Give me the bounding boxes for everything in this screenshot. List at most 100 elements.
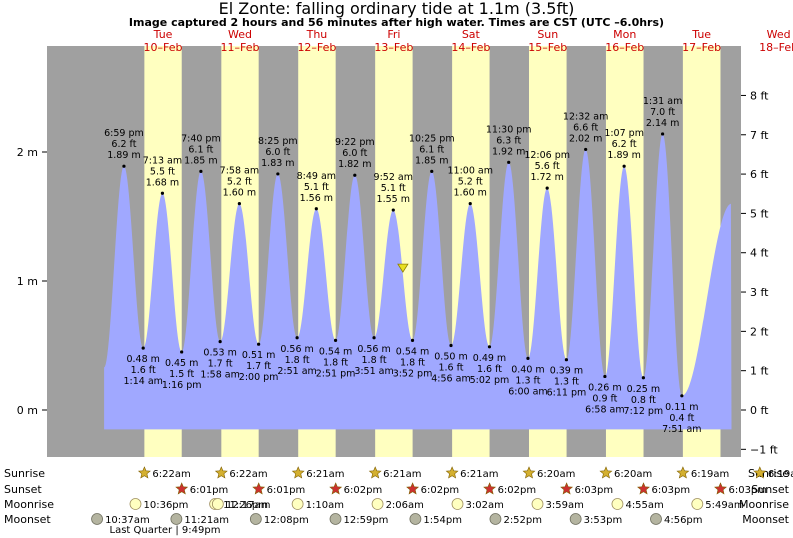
tide-extreme-point	[141, 346, 145, 350]
sunset-time: 6:02pm	[498, 485, 537, 496]
footer-row-label-left: Moonset	[4, 513, 51, 526]
low-tide-time: 4:56 am	[431, 374, 470, 385]
day-header-weekday: Sun	[537, 28, 558, 41]
sunrise-star-icon	[676, 466, 690, 479]
sunrise-star-icon	[753, 466, 767, 479]
low-tide-time: 1:16 pm	[162, 380, 202, 391]
tide-extreme-point	[122, 164, 126, 168]
moonrise-icon	[531, 498, 544, 510]
right-axis-label: 5 ft	[750, 207, 769, 220]
tide-extreme-point	[218, 340, 222, 344]
sunrise-star-icon	[368, 466, 382, 479]
tide-extreme-point	[237, 202, 241, 206]
sunrise-time: 6:19am	[768, 469, 793, 480]
right-axis-label: 1 ft	[750, 365, 769, 378]
day-header-weekday: Tue	[153, 28, 173, 41]
high-tide-time: 9:22 pm	[335, 137, 375, 148]
sunrise-time: 6:19am	[691, 469, 729, 480]
high-tide-time: 9:52 am	[374, 172, 413, 183]
footer-row-label-right: Sunset	[751, 483, 789, 496]
high-tide-feet: 6.1 ft	[419, 144, 444, 155]
low-tide-feet: 1.6 ft	[477, 364, 502, 375]
day-header-date: 16–Feb	[605, 41, 644, 54]
high-tide-time: 8:49 am	[297, 171, 336, 182]
sunset-time: 6:01pm	[267, 485, 306, 496]
low-tide-feet: 1.7 ft	[208, 359, 233, 370]
day-header-date: 14–Feb	[451, 41, 490, 54]
high-tide-feet: 7.0 ft	[650, 107, 675, 118]
high-tide-time: 1:31 am	[643, 96, 682, 107]
tide-extreme-point	[430, 169, 434, 173]
high-tide-meters: 1.85 m	[415, 155, 448, 166]
sunset-time: 6:03pm	[728, 485, 767, 496]
sunset-star-icon	[175, 482, 189, 495]
tide-extreme-point	[391, 208, 395, 212]
sunrise-star-icon	[291, 466, 305, 479]
high-tide-meters: 1.72 m	[530, 172, 563, 183]
sunrise-star-icon	[137, 466, 151, 479]
low-tide-meters: 0.25 m	[627, 384, 660, 395]
moonset-time: 12:08pm	[264, 515, 309, 526]
low-tide-feet: 1.6 ft	[438, 363, 463, 374]
day-header-weekday: Wed	[767, 28, 791, 41]
low-tide-time: 6:58 am	[585, 404, 624, 415]
low-tide-meters: 0.50 m	[434, 352, 467, 363]
high-tide-feet: 6.1 ft	[188, 144, 213, 155]
tide-extreme-point	[507, 160, 511, 164]
current-level-marker	[397, 263, 409, 273]
low-tide-meters: 0.56 m	[280, 344, 313, 355]
high-tide-meters: 1.82 m	[338, 159, 371, 170]
tide-extreme-point	[199, 169, 203, 173]
moonset-icon	[249, 513, 262, 525]
high-tide-feet: 5.1 ft	[304, 182, 329, 193]
chart-title: El Zonte: falling ordinary tide at 1.1m …	[218, 0, 575, 18]
low-tide-feet: 1.3 ft	[554, 377, 579, 388]
high-tide-meters: 2.02 m	[569, 133, 602, 144]
day-header-weekday: Fri	[387, 28, 400, 41]
low-tide-time: 3:52 pm	[393, 368, 433, 379]
high-tide-feet: 6.0 ft	[265, 147, 290, 158]
tide-extreme-point	[680, 394, 684, 398]
low-tide-meters: 0.53 m	[203, 348, 236, 359]
tide-extreme-point	[410, 338, 415, 342]
sunrise-star-icon	[445, 466, 459, 479]
sunrise-time: 6:21am	[306, 469, 344, 480]
high-tide-time: 8:25 pm	[258, 136, 298, 147]
moon-phase-label: Last Quarter | 9:49pm	[110, 525, 221, 536]
sunset-star-icon	[483, 482, 497, 495]
right-axis-label: −1 ft	[750, 443, 778, 456]
moonrise-time: 10:36pm	[143, 500, 188, 511]
low-tide-meters: 0.48 m	[126, 354, 159, 365]
high-tide-meters: 1.55 m	[377, 194, 410, 205]
moonset-time: 4:56pm	[664, 515, 703, 526]
sunset-time: 6:03pm	[575, 485, 614, 496]
moonset-icon	[569, 513, 582, 525]
moonset-time: 2:52pm	[503, 515, 542, 526]
high-tide-meters: 1.89 m	[607, 150, 640, 161]
day-header-date: 12–Feb	[297, 41, 336, 54]
sunset-star-icon	[329, 482, 343, 495]
low-tide-meters: 0.56 m	[357, 344, 390, 355]
low-tide-time: 1:14 am	[123, 376, 162, 387]
moonrise-time: 1:10am	[306, 500, 344, 511]
low-tide-feet: 1.8 ft	[285, 355, 310, 366]
moonset-icon	[170, 513, 183, 525]
tide-extreme-point	[526, 356, 530, 360]
low-tide-meters: 0.51 m	[242, 350, 275, 361]
high-tide-feet: 6.6 ft	[573, 122, 598, 133]
high-tide-feet: 6.3 ft	[496, 135, 521, 146]
moonrise-time: 3:02am	[466, 500, 504, 511]
sunset-star-icon	[406, 482, 420, 495]
low-tide-feet: 0.8 ft	[631, 395, 656, 406]
low-tide-time: 5:02 pm	[470, 375, 510, 386]
tide-extreme-point	[564, 358, 569, 362]
tide-extreme-point	[257, 342, 261, 346]
high-tide-meters: 1.60 m	[223, 188, 256, 199]
high-tide-meters: 1.60 m	[454, 188, 487, 199]
low-tide-meters: 0.54 m	[319, 346, 352, 357]
sunrise-time: 6:20am	[537, 469, 575, 480]
right-axis-label: 6 ft	[750, 168, 769, 181]
day-header-date: 13–Feb	[374, 41, 413, 54]
right-axis-label: 0 ft	[750, 404, 769, 417]
moonrise-icon	[129, 498, 142, 510]
